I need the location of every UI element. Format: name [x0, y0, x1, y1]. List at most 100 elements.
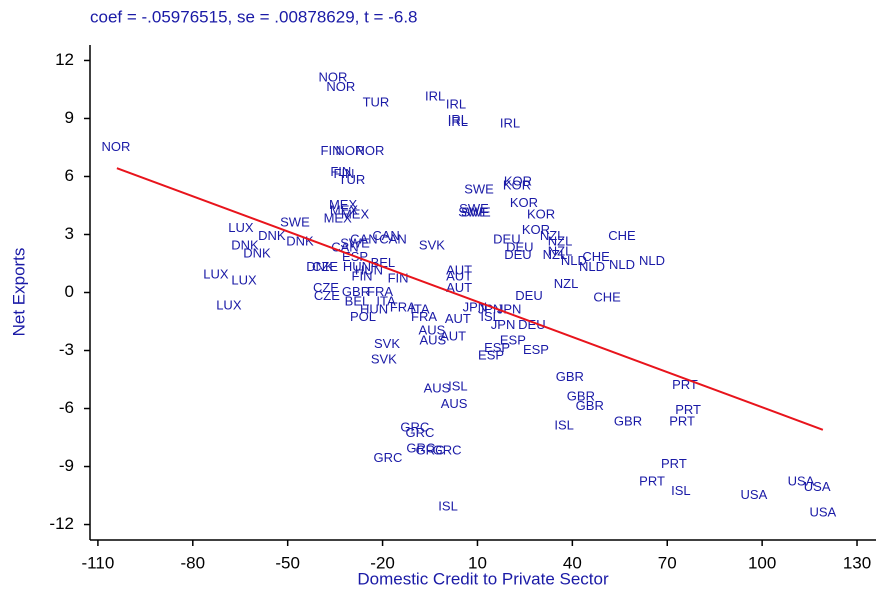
point-label: ISL	[554, 417, 574, 432]
point-label: DNK	[258, 228, 286, 243]
point-label: AUT	[445, 311, 471, 326]
point-label: GBR	[567, 388, 595, 403]
point-label: LUX	[228, 220, 254, 235]
point-label: MEX	[330, 203, 359, 218]
point-label: TUR	[339, 172, 366, 187]
point-label: CHE	[608, 228, 636, 243]
point-label: CHE	[582, 249, 610, 264]
point-label: DNK	[231, 238, 259, 253]
point-label: ITA	[410, 301, 430, 316]
point-label: NZL	[548, 234, 573, 249]
point-label: AUT	[446, 268, 472, 283]
point-label: FRA	[367, 284, 393, 299]
point-label: DEU	[493, 232, 520, 247]
point-label: FIN	[330, 164, 351, 179]
point-label: TUR	[363, 94, 390, 109]
point-label: KOR	[527, 207, 555, 222]
point-label: NZL	[540, 228, 565, 243]
point-label: ESP	[500, 332, 526, 347]
point-label: SWE	[461, 205, 491, 220]
point-label: ISL	[438, 499, 458, 514]
point-label: MEX	[341, 207, 370, 222]
point-label: HUN	[355, 263, 383, 278]
point-label: CAN	[350, 232, 377, 247]
point-label: SVK	[371, 352, 397, 367]
y-tick-label: 9	[65, 108, 74, 127]
point-label: USA	[741, 487, 768, 502]
point-label: AUS	[424, 381, 451, 396]
point-label: ESP	[484, 340, 510, 355]
point-label: SWE	[280, 214, 310, 229]
point-label: HUN	[360, 301, 388, 316]
point-label: GRC	[400, 419, 429, 434]
point-label: FIN	[334, 166, 355, 181]
point-label: SWE	[458, 205, 488, 220]
point-label: USA	[788, 473, 815, 488]
point-label: KOR	[504, 174, 532, 189]
point-label: AUS	[419, 332, 446, 347]
point-label: SVK	[374, 336, 400, 351]
y-axis-label: Net Exports	[9, 248, 28, 337]
point-label: JPN	[491, 317, 516, 332]
point-label: GBR	[556, 369, 584, 384]
point-label: GRC	[374, 450, 403, 465]
point-label: ESP	[523, 342, 549, 357]
point-label: NOR	[336, 143, 365, 158]
point-label: SWE	[464, 181, 494, 196]
point-label: PRT	[669, 413, 695, 428]
point-label: CZE	[313, 280, 339, 295]
point-label: GRC	[433, 442, 462, 457]
x-tick-label: -110	[82, 553, 115, 572]
point-label: KOR	[503, 178, 531, 193]
point-label: IRL	[425, 89, 445, 104]
point-label: CZE	[314, 288, 340, 303]
x-axis-label: Domestic Credit to Private Sector	[357, 569, 609, 588]
point-label: NOR	[326, 79, 355, 94]
point-label: BEL	[345, 294, 370, 309]
point-label: ISL	[448, 379, 468, 394]
point-label: SVK	[419, 238, 445, 253]
point-label: NOR	[355, 143, 384, 158]
point-label: GBR	[342, 284, 370, 299]
point-label: ITA	[376, 294, 396, 309]
point-label: NZL	[543, 247, 568, 262]
point-label: PRT	[639, 473, 665, 488]
y-tick-label: 0	[65, 282, 74, 301]
point-label: IRL	[446, 96, 466, 111]
point-label: LUX	[203, 267, 229, 282]
point-label: NLD	[579, 259, 605, 274]
point-label: NOR	[318, 69, 347, 84]
fit-line	[116, 167, 824, 431]
y-tick-label: 12	[55, 50, 74, 69]
y-tick-label: 6	[65, 166, 74, 185]
point-label: PRT	[661, 456, 687, 471]
point-label: PRT	[675, 402, 701, 417]
x-tick-label: 130	[843, 553, 871, 572]
y-tick-label: -6	[59, 398, 74, 417]
point-label: NLD	[639, 253, 665, 268]
point-label: KOR	[510, 195, 538, 210]
y-tick-label: 3	[65, 224, 74, 243]
point-label: SWE	[459, 201, 489, 216]
point-label: DEU	[518, 317, 545, 332]
chart-title: coef = -.05976515, se = .00878629, t = -…	[90, 7, 418, 26]
point-label: MEX	[329, 197, 358, 212]
y-tick-label: -3	[59, 340, 74, 359]
point-label: AUT	[440, 328, 466, 343]
point-label: GRC	[416, 442, 445, 457]
point-label: DEU	[506, 239, 533, 254]
point-label: NOR	[101, 139, 130, 154]
y-tick-label: -12	[49, 514, 74, 533]
x-tick-label: -80	[181, 553, 206, 572]
point-label: FIN	[352, 268, 373, 283]
point-label: GRC	[406, 441, 435, 456]
point-label: IRL	[448, 114, 468, 129]
point-label: DEU	[504, 247, 531, 262]
point-label: GBR	[614, 413, 642, 428]
point-label: CAN	[379, 232, 406, 247]
point-label: KOR	[522, 222, 550, 237]
y-tick-label: -9	[59, 456, 74, 475]
point-label: LUX	[231, 272, 257, 287]
point-label: FIN	[321, 143, 342, 158]
